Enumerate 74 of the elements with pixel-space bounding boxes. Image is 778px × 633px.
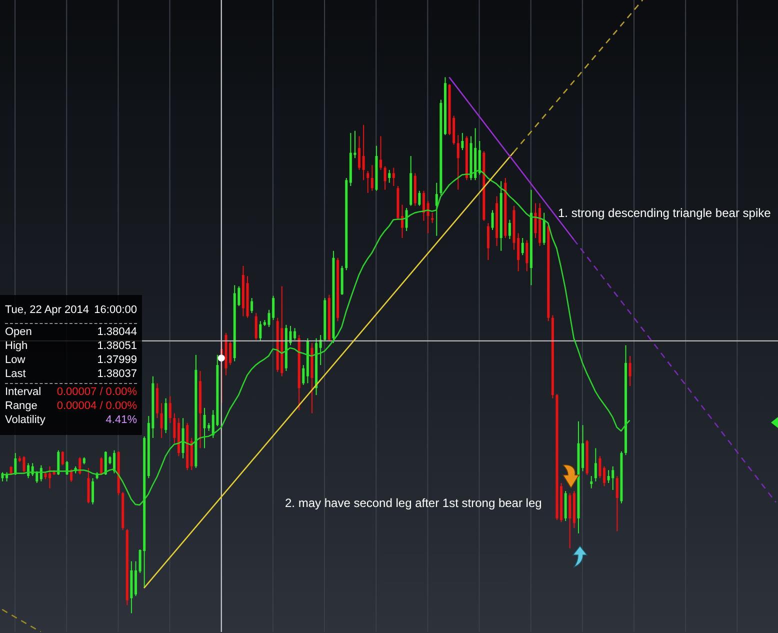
candlestick [418, 190, 421, 206]
annotation: Tue, 22 Apr 2014 [5, 303, 89, 317]
candlestick [100, 456, 103, 476]
candlestick [616, 476, 618, 532]
candlestick [431, 212, 434, 224]
candlestick [358, 136, 361, 170]
candlestick [461, 132, 464, 151]
candlestick [14, 452, 17, 476]
candlestick [598, 456, 602, 479]
candlestick [113, 450, 116, 474]
candlestick [594, 448, 597, 482]
annotation: 1. strong descending triangle bear spike [558, 205, 771, 221]
candlestick [491, 210, 494, 230]
candlestick [568, 492, 572, 549]
candlestick [250, 298, 254, 314]
annotation: 0.00004 / 0.00% [56, 399, 137, 413]
candlestick [92, 478, 94, 505]
candlestick [302, 364, 305, 386]
candlestick [22, 456, 26, 473]
annotation: 1.37999 [97, 353, 137, 367]
candlestick [521, 238, 524, 256]
candlestick [422, 190, 425, 222]
annotation: Range [5, 399, 38, 413]
candlestick [607, 470, 610, 484]
candlestick [478, 140, 481, 176]
candlestick [104, 450, 107, 476]
annotation: Volatility [5, 413, 46, 427]
candlestick [203, 407, 206, 449]
annotation: Last [5, 367, 26, 381]
candlestick [362, 124, 365, 181]
annotation: Open [5, 325, 32, 339]
annotation: 1.38051 [97, 339, 137, 353]
candlestick [272, 295, 275, 321]
annotation: 16:00:00 [94, 303, 137, 317]
annotation: High [5, 339, 28, 353]
candlestick [542, 212, 546, 246]
annotation: 1.38044 [97, 325, 137, 339]
candlestick [388, 169, 391, 184]
candlestick [628, 355, 632, 386]
annotation: Interval [5, 385, 42, 399]
candlestick [534, 202, 537, 239]
candlestick [384, 166, 386, 190]
candlestick [173, 412, 176, 444]
annotation: 4.41% [106, 413, 137, 427]
candlestick [36, 470, 38, 484]
annotation: 1.38037 [97, 367, 137, 381]
candlestick [160, 402, 163, 438]
candlestick [366, 170, 370, 194]
annotation: 0.00007 / 0.00% [56, 385, 137, 399]
candlestick [380, 136, 382, 170]
annotation: Low [5, 353, 26, 367]
candlestick [78, 456, 82, 475]
candlestick [392, 167, 395, 187]
candlestick [370, 164, 374, 192]
candlestick [48, 466, 52, 489]
candlestick [268, 309, 270, 328]
candlestick [61, 450, 64, 466]
candlestick [405, 207, 408, 232]
candlestick [400, 204, 404, 239]
candlestick [259, 320, 262, 342]
candlestick [508, 219, 511, 240]
candlestick [294, 328, 296, 340]
candlestick [526, 240, 528, 272]
candlestick [456, 134, 460, 190]
candlestick [254, 312, 258, 340]
candlestick [57, 450, 60, 476]
candlestick [590, 476, 593, 489]
candlestick [486, 222, 490, 260]
candlestick [435, 182, 438, 236]
candlestick [603, 466, 606, 487]
candlestick [426, 200, 430, 234]
candlestick [168, 396, 172, 424]
annotation: 2. may have second leg after 1st strong bear leg [285, 495, 542, 511]
candlestick [612, 466, 614, 490]
